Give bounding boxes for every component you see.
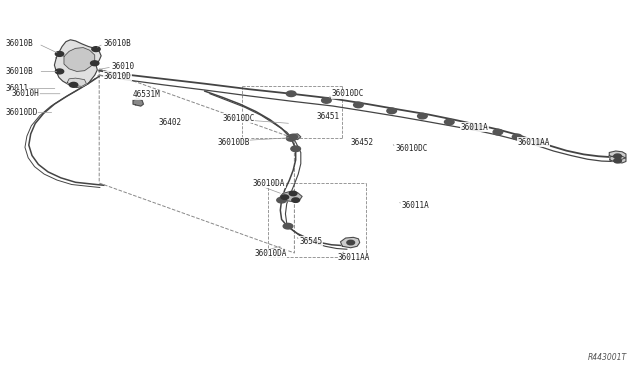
Text: 36010DA: 36010DA bbox=[253, 179, 285, 187]
Text: 36010B: 36010B bbox=[5, 39, 33, 48]
Text: 36011AA: 36011AA bbox=[338, 253, 371, 262]
Circle shape bbox=[92, 46, 100, 51]
Circle shape bbox=[470, 124, 480, 130]
Circle shape bbox=[493, 129, 503, 135]
Text: 36545: 36545 bbox=[300, 237, 323, 246]
Polygon shape bbox=[67, 78, 86, 86]
Polygon shape bbox=[609, 151, 626, 159]
Circle shape bbox=[614, 158, 621, 163]
Circle shape bbox=[91, 61, 99, 65]
Text: 36011AA: 36011AA bbox=[517, 138, 550, 147]
Text: 36402: 36402 bbox=[159, 118, 182, 126]
Text: 36010B: 36010B bbox=[5, 67, 33, 76]
Circle shape bbox=[444, 119, 454, 125]
Circle shape bbox=[287, 135, 296, 141]
Text: 36010DB: 36010DB bbox=[218, 138, 250, 147]
Text: R443001T: R443001T bbox=[588, 353, 627, 362]
Circle shape bbox=[387, 108, 397, 114]
Circle shape bbox=[281, 195, 289, 199]
Polygon shape bbox=[280, 191, 302, 202]
Text: 46531M: 46531M bbox=[133, 90, 161, 99]
Circle shape bbox=[418, 113, 428, 119]
Circle shape bbox=[292, 198, 300, 202]
Text: 36010H: 36010H bbox=[12, 89, 39, 98]
Polygon shape bbox=[610, 155, 626, 163]
Circle shape bbox=[289, 134, 298, 140]
Circle shape bbox=[287, 91, 296, 97]
Text: 36010DC: 36010DC bbox=[332, 89, 364, 98]
Circle shape bbox=[347, 240, 355, 245]
Polygon shape bbox=[64, 48, 95, 71]
Circle shape bbox=[291, 146, 301, 152]
Polygon shape bbox=[340, 237, 360, 248]
Text: 36010: 36010 bbox=[112, 62, 135, 71]
Circle shape bbox=[69, 82, 78, 87]
Circle shape bbox=[56, 69, 63, 74]
Text: 36010D: 36010D bbox=[104, 72, 131, 81]
Circle shape bbox=[277, 197, 287, 203]
Text: 36451: 36451 bbox=[317, 112, 340, 121]
Circle shape bbox=[614, 154, 621, 158]
Text: 36011A: 36011A bbox=[461, 123, 488, 132]
Polygon shape bbox=[287, 134, 301, 140]
Polygon shape bbox=[133, 99, 143, 106]
Circle shape bbox=[534, 140, 543, 145]
Text: 36010DC: 36010DC bbox=[223, 114, 255, 123]
Text: 36452: 36452 bbox=[351, 138, 374, 147]
Circle shape bbox=[283, 223, 293, 229]
Text: 36011: 36011 bbox=[5, 84, 28, 93]
Circle shape bbox=[321, 97, 332, 103]
Circle shape bbox=[56, 51, 63, 56]
Circle shape bbox=[354, 102, 364, 108]
Text: 36010DA: 36010DA bbox=[255, 249, 287, 258]
Text: 36010DC: 36010DC bbox=[396, 144, 428, 153]
Text: 36011A: 36011A bbox=[402, 201, 429, 210]
Text: 36010B: 36010B bbox=[104, 39, 131, 48]
Circle shape bbox=[513, 134, 522, 140]
Text: 36010DD: 36010DD bbox=[5, 108, 38, 117]
Circle shape bbox=[289, 191, 297, 196]
Polygon shape bbox=[54, 40, 101, 87]
